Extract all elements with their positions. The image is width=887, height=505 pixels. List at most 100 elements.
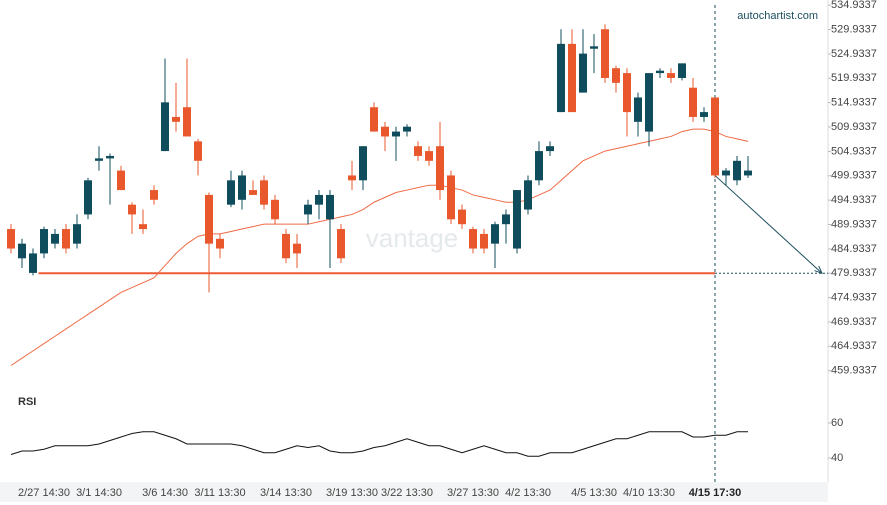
candle-body <box>282 233 290 259</box>
x-tick-label: 3/14 13:30 <box>260 487 312 499</box>
candle-body <box>414 146 422 156</box>
candle-body <box>359 146 367 181</box>
y-tick-label: 459.9337 <box>831 365 877 377</box>
rsi-title: RSI <box>18 396 36 408</box>
candle-body <box>370 107 378 132</box>
candle-body <box>337 229 345 259</box>
candle-body <box>183 107 191 137</box>
candle-body <box>106 155 114 159</box>
candle-body <box>216 238 224 249</box>
y-tick-label: 494.9337 <box>831 194 877 206</box>
candle-body <box>656 70 664 74</box>
candle-body <box>161 102 169 152</box>
x-tick-label: 3/22 13:30 <box>381 487 433 499</box>
candle-body <box>381 126 389 137</box>
candle-body <box>348 175 356 181</box>
candle-body <box>271 199 279 220</box>
candle-body <box>392 131 400 137</box>
x-tick-label: 4/15 17:30 <box>689 487 742 499</box>
y-tick-label: 489.9337 <box>831 218 877 230</box>
candle-body <box>722 170 730 176</box>
candle-body <box>634 97 642 122</box>
candle-body <box>590 46 598 49</box>
candle-body <box>51 233 59 244</box>
candle-body <box>502 214 510 225</box>
forecast-arrow <box>714 175 823 274</box>
arrow-head <box>814 265 823 275</box>
y-tick-label: 40 <box>831 452 843 464</box>
candle-body <box>689 87 697 117</box>
candle-body <box>513 190 521 249</box>
rsi-line <box>10 431 748 457</box>
y-tick-label: 524.9337 <box>831 48 877 60</box>
candle-body <box>117 170 125 191</box>
y-tick-label: 474.9337 <box>831 292 877 304</box>
candle-body <box>304 204 312 215</box>
candle-body <box>469 229 477 249</box>
candle-body <box>128 204 136 215</box>
candle-body <box>491 224 499 244</box>
candle-body <box>205 194 213 244</box>
candle-body <box>139 224 147 230</box>
candle-body <box>260 180 268 205</box>
y-tick-label: 484.9337 <box>831 243 877 255</box>
candle-body <box>447 175 455 220</box>
y-tick-label: 464.9337 <box>831 340 877 352</box>
candle-body <box>601 29 609 78</box>
candle-body <box>425 151 433 161</box>
watermark: vantage <box>366 223 459 253</box>
y-tick-label: 479.9337 <box>831 267 877 279</box>
y-tick-label: 509.9337 <box>831 121 877 133</box>
x-tick-label: 4/2 13:30 <box>505 487 551 499</box>
y-tick-label: 514.9337 <box>831 97 877 109</box>
x-tick-label: 3/6 14:30 <box>142 487 188 499</box>
candle-body <box>557 43 565 113</box>
candle-body <box>18 243 26 259</box>
candle-body <box>678 63 686 78</box>
candle-body <box>95 158 103 161</box>
y-tick-label: 534.9337 <box>831 0 877 11</box>
candle-body <box>733 160 741 181</box>
candle-body <box>315 194 323 205</box>
candle-body <box>436 146 444 191</box>
y-tick-label: 499.9337 <box>831 170 877 182</box>
candle-body <box>711 97 719 176</box>
candle-body <box>194 141 202 161</box>
candle-body <box>326 194 334 220</box>
y-tick-label: 60 <box>831 417 843 429</box>
candle-body <box>249 190 257 195</box>
x-tick-label: 3/19 13:30 <box>326 487 378 499</box>
y-tick-label: 504.9337 <box>831 145 877 157</box>
candle-body <box>293 243 301 254</box>
candle-body <box>700 112 708 117</box>
candle-body <box>667 73 675 78</box>
candle-body <box>29 253 37 273</box>
candle-body <box>568 43 576 113</box>
candle-body <box>7 229 15 249</box>
candle-body <box>62 229 70 249</box>
x-axis-band <box>0 482 828 502</box>
candle-body <box>612 68 620 83</box>
candle-body <box>546 146 554 152</box>
candle-body <box>40 229 48 254</box>
candle-body <box>524 180 532 210</box>
candle-body <box>227 180 235 205</box>
candle-body <box>623 73 631 113</box>
x-tick-label: 2/27 14:30 <box>18 487 70 499</box>
x-tick-label: 4/10 13:30 <box>623 487 675 499</box>
candle-body <box>480 233 488 249</box>
x-tick-label: 4/5 13:30 <box>571 487 617 499</box>
candle-body <box>73 224 81 244</box>
y-tick-label: 469.9337 <box>831 316 877 328</box>
candle-body <box>744 170 752 176</box>
candle-body <box>238 175 246 200</box>
y-tick-label: 529.9337 <box>831 23 877 35</box>
x-tick-label: 3/27 13:30 <box>447 487 499 499</box>
candle-body <box>172 116 180 122</box>
y-tick-label: 519.9337 <box>831 72 877 84</box>
x-tick-label: 3/11 13:30 <box>194 487 245 499</box>
candle-body <box>84 180 92 215</box>
candle-body <box>645 73 653 132</box>
